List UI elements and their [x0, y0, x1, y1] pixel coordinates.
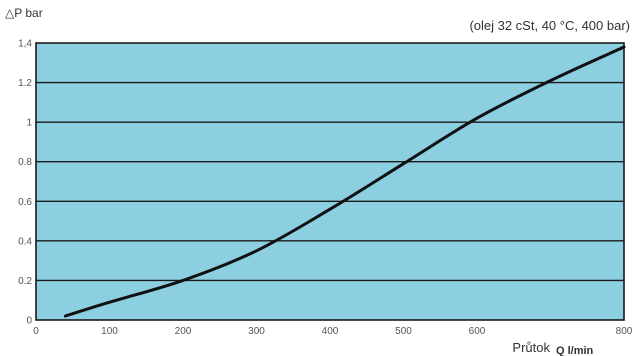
- x-tick-label: 100: [101, 326, 118, 337]
- plot-frame: [35, 42, 625, 321]
- y-tick-label: 0.2: [18, 276, 32, 287]
- chart-subtitle: (olej 32 cSt, 40 °C, 400 bar): [469, 18, 630, 33]
- grid-lines: [36, 81, 624, 282]
- x-tick-label: 200: [175, 326, 192, 337]
- y-tick-label: 0.6: [18, 197, 32, 208]
- series-line: [63, 45, 626, 318]
- y-tick-labels: 0 0.2 0.4 0.6 0.8 1 1.2 1,4: [18, 39, 32, 327]
- y-tick-label: 1.2: [18, 78, 32, 89]
- x-tick-label: 300: [248, 326, 265, 337]
- x-tick-label: 500: [395, 326, 412, 337]
- x-axis-label-prefix: Průtok: [512, 340, 550, 355]
- y-tick-label: 1,4: [18, 39, 32, 50]
- x-tick-label: 800: [616, 326, 633, 337]
- x-axis-label-unit: Q l/min: [556, 345, 594, 356]
- x-tick-labels: 0 100 200 300 400 500 600 800: [33, 326, 633, 337]
- y-tick-label: 1: [26, 118, 32, 129]
- plot-area: [36, 43, 624, 320]
- x-tick-label: 400: [322, 326, 339, 337]
- x-tick-label: 0: [33, 326, 39, 337]
- y-tick-label: 0.8: [18, 157, 32, 168]
- y-tick-label: 0: [26, 316, 32, 327]
- y-tick-label: 0.4: [18, 236, 32, 247]
- x-tick-label: 600: [469, 326, 486, 337]
- y-axis-label: △P bar: [5, 6, 43, 20]
